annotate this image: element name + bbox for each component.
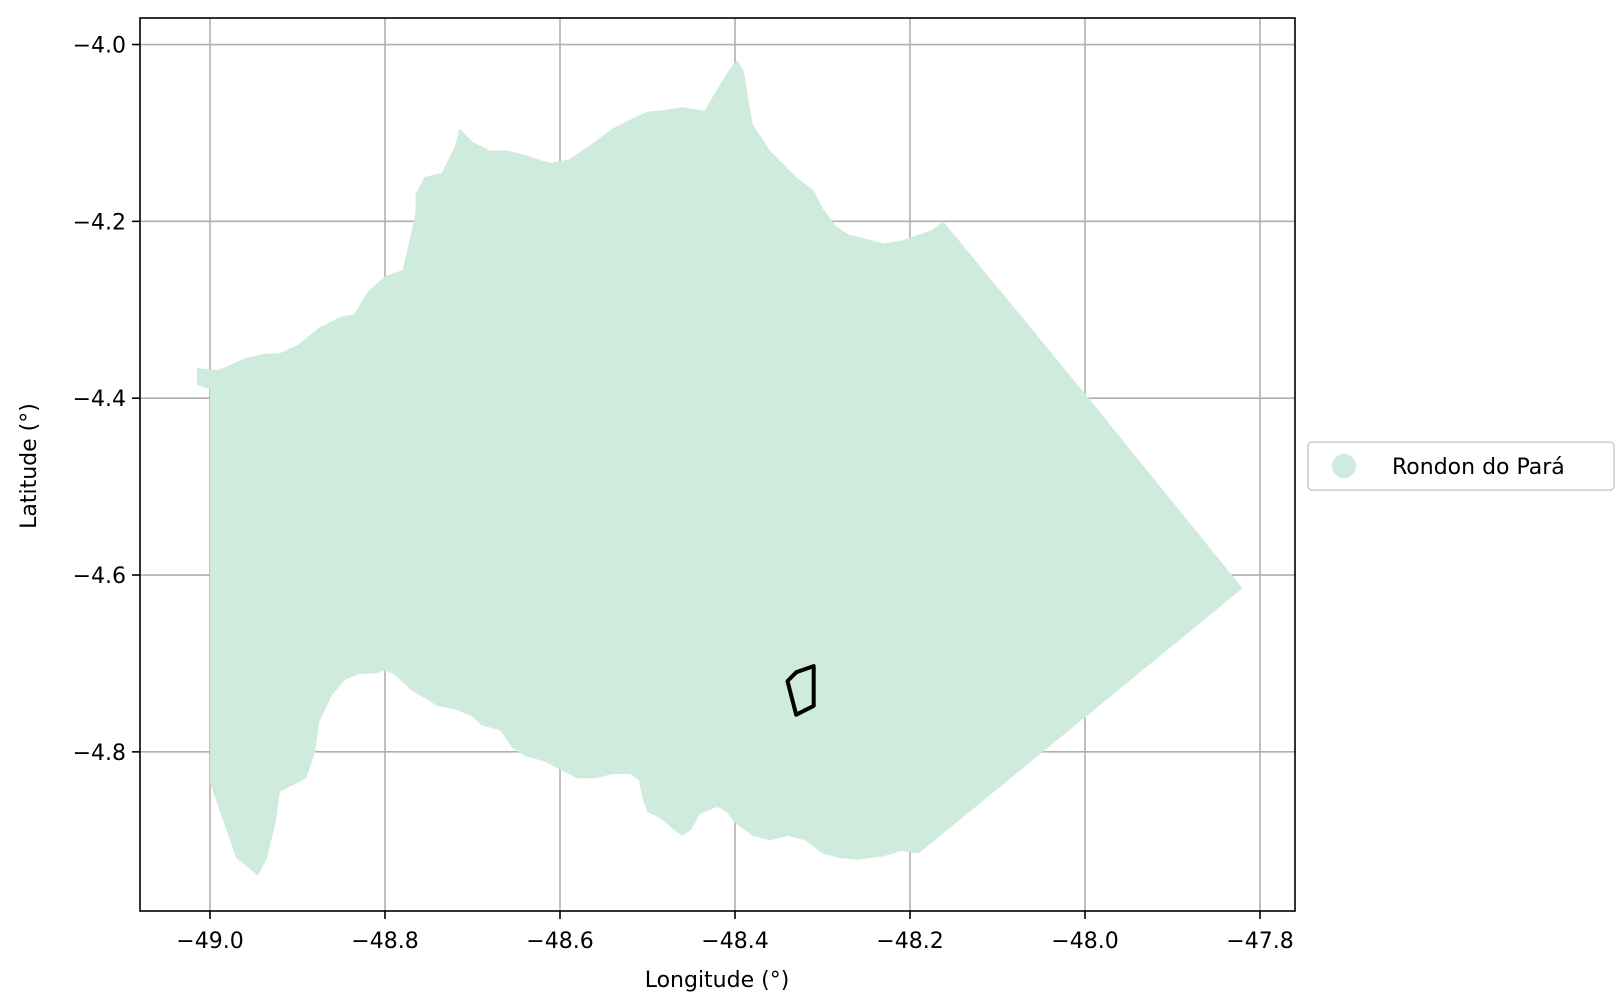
y-axis-label: Latitude (°) [17, 403, 42, 529]
x-tick-label-3: −48.4 [701, 929, 768, 954]
x-axis-ticks: −49.0 −48.8 −48.6 −48.4 −48.2 −48.0 −47.8 [176, 911, 1294, 954]
legend-box [1307, 441, 1615, 491]
y-tick-label-0: −4.0 [73, 34, 126, 59]
x-tick-label-1: −48.8 [351, 929, 418, 954]
outlined-polygon [785, 664, 816, 717]
x-tick-label-6: −47.8 [1226, 929, 1293, 954]
y-tick-label-4: −4.8 [73, 741, 126, 766]
y-tick-label-3: −4.6 [73, 564, 126, 589]
legend: Rondon do Pará [1307, 441, 1615, 491]
plot-frame [139, 17, 1296, 912]
y-tick-label-1: −4.2 [73, 210, 126, 235]
x-tick-label-5: −48.0 [1051, 929, 1118, 954]
legend-label: Rondon do Pará [1392, 455, 1565, 480]
x-tick-label-0: −49.0 [176, 929, 243, 954]
x-axis-label: Longitude (°) [645, 968, 790, 993]
y-axis-ticks: −4.0 −4.2 −4.4 −4.6 −4.8 [73, 34, 140, 766]
x-tick-label-2: −48.6 [526, 929, 593, 954]
region-rondon-do-para [196, 60, 1243, 876]
y-tick-label-2: −4.4 [73, 387, 126, 412]
legend-marker [1332, 454, 1356, 478]
x-tick-label-4: −48.2 [876, 929, 943, 954]
